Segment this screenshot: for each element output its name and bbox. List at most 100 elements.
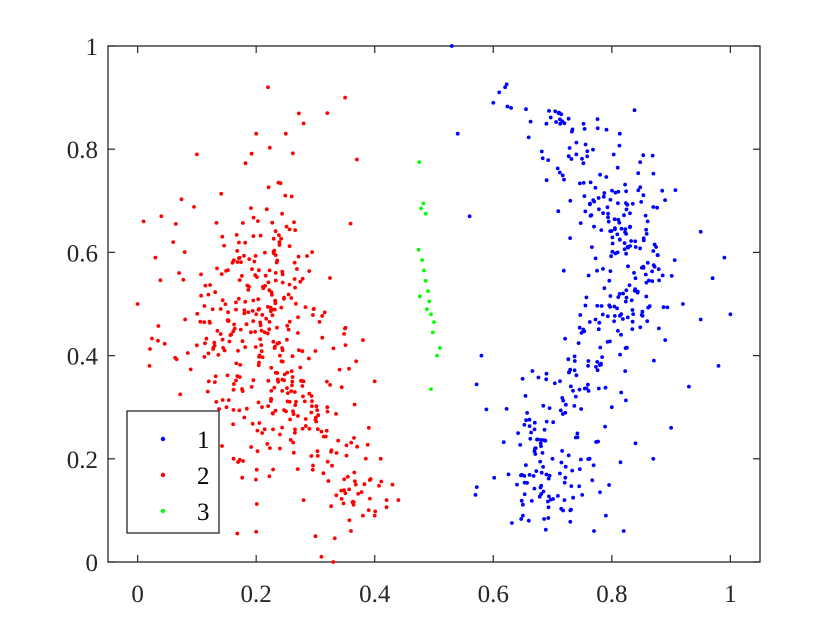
data-point <box>615 306 619 311</box>
data-point <box>267 288 272 293</box>
data-point <box>581 161 586 166</box>
data-point <box>588 180 593 185</box>
data-point <box>213 290 218 295</box>
data-point <box>572 359 577 363</box>
legend-label-2: 2 <box>197 463 210 490</box>
data-point <box>396 498 401 502</box>
data-point <box>638 160 643 165</box>
data-point <box>295 267 299 271</box>
data-point <box>390 482 395 487</box>
data-point <box>315 427 320 432</box>
data-point <box>256 219 260 224</box>
data-point <box>287 399 292 404</box>
data-point <box>347 487 351 492</box>
data-point <box>321 471 326 476</box>
data-point <box>315 454 320 458</box>
data-point <box>309 410 314 415</box>
data-point <box>579 457 583 462</box>
data-point <box>607 278 612 283</box>
data-point <box>251 215 256 220</box>
data-point <box>280 377 285 382</box>
data-point <box>352 402 357 407</box>
data-point <box>257 268 261 273</box>
data-point <box>603 424 607 429</box>
data-point <box>562 177 566 182</box>
data-point <box>329 504 333 509</box>
data-point <box>560 173 565 178</box>
data-point <box>226 310 231 315</box>
data-point <box>237 255 242 260</box>
data-point <box>510 521 514 525</box>
data-point <box>568 198 573 203</box>
data-point <box>355 444 359 449</box>
data-point <box>531 474 536 478</box>
data-point <box>583 209 588 214</box>
data-point <box>644 227 648 232</box>
data-point <box>242 311 247 316</box>
data-point <box>616 201 620 206</box>
data-point <box>681 302 685 306</box>
data-point <box>199 272 203 277</box>
data-point <box>362 482 367 487</box>
data-point <box>325 379 329 384</box>
data-point <box>241 221 245 225</box>
data-point <box>423 211 428 216</box>
data-point <box>307 269 312 273</box>
data-point <box>287 319 292 324</box>
data-point <box>251 319 256 323</box>
data-point <box>552 381 557 386</box>
data-point <box>417 294 422 299</box>
data-point <box>322 310 327 315</box>
data-point <box>574 140 579 145</box>
y-tick-label: 0.2 <box>67 447 98 474</box>
data-point <box>645 260 650 265</box>
data-point <box>546 505 551 510</box>
data-point <box>251 298 256 303</box>
data-point <box>292 277 297 281</box>
data-point <box>603 385 608 390</box>
data-point <box>546 499 550 504</box>
data-point <box>353 479 357 484</box>
data-point <box>572 368 577 373</box>
data-point <box>635 290 640 295</box>
y-tick-label: 0 <box>86 550 99 577</box>
data-point <box>182 250 187 255</box>
data-point <box>258 320 263 325</box>
data-point <box>566 453 571 458</box>
data-point <box>254 529 259 534</box>
data-point <box>591 147 595 152</box>
data-point <box>595 360 600 364</box>
data-point <box>217 407 222 411</box>
data-point <box>320 314 325 318</box>
data-point <box>328 383 332 387</box>
data-point <box>365 442 370 447</box>
data-point <box>179 197 184 202</box>
data-point <box>269 388 274 393</box>
data-point <box>651 456 656 461</box>
data-point <box>566 357 571 362</box>
data-point <box>593 317 598 322</box>
data-point <box>533 452 538 456</box>
data-point <box>334 493 339 498</box>
data-point <box>273 278 278 283</box>
data-point <box>250 267 254 271</box>
data-point <box>570 129 574 134</box>
x-tick-label: 0 <box>131 581 144 608</box>
data-point <box>632 108 637 113</box>
data-point <box>203 283 208 288</box>
data-point <box>301 498 306 502</box>
data-point <box>269 365 274 370</box>
data-point <box>258 323 263 328</box>
data-point <box>210 307 215 312</box>
data-point <box>608 197 613 202</box>
data-point <box>597 207 601 212</box>
data-point <box>590 245 594 250</box>
data-point <box>351 500 356 504</box>
data-point <box>641 193 646 198</box>
data-point <box>650 153 655 158</box>
data-point <box>623 227 628 232</box>
data-point <box>563 410 568 415</box>
data-point <box>449 44 454 48</box>
data-point <box>547 406 552 410</box>
data-point <box>539 149 544 154</box>
